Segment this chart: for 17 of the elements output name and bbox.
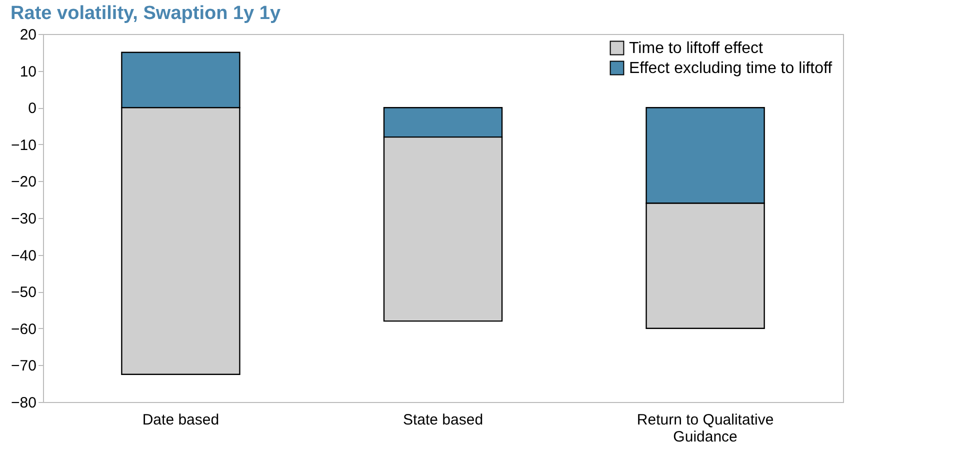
y-tick-label: −70 xyxy=(11,358,36,375)
legend-label: Effect excluding time to liftoff xyxy=(629,60,833,77)
y-tick-label: 0 xyxy=(28,100,36,118)
y-tick-label: 20 xyxy=(20,26,36,44)
y-tick-label: −80 xyxy=(11,394,36,412)
x-tick-label: Return to Qualitative Guidance xyxy=(636,412,774,446)
x-tick-label: State based xyxy=(402,412,484,428)
y-tick-label: −60 xyxy=(11,320,36,338)
chart-title: Rate volatility, Swaption 1y 1y xyxy=(10,3,281,24)
y-tick-label: −50 xyxy=(11,284,36,302)
y-tick-label: 10 xyxy=(20,63,36,80)
legend-label: Time to liftoff effect xyxy=(629,40,764,57)
y-tick-label: −20 xyxy=(11,174,36,191)
y-tick-label: −30 xyxy=(11,210,36,228)
y-tick-label: −40 xyxy=(11,247,36,264)
y-tick-label: −10 xyxy=(11,136,36,154)
x-tick-label: Date based xyxy=(142,412,220,428)
